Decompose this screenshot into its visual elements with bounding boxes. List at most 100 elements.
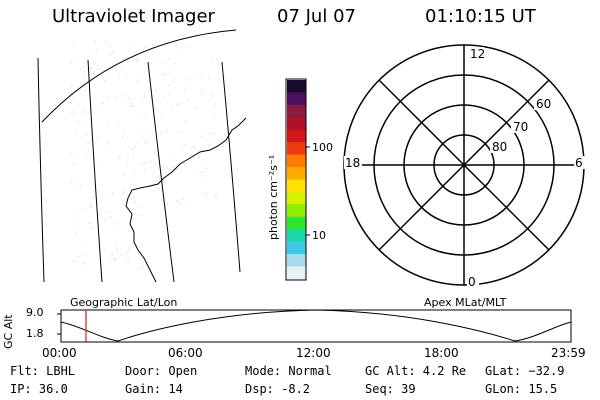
speckle-dot bbox=[150, 62, 152, 65]
speckle-dot bbox=[119, 65, 121, 68]
geo-meridian-line bbox=[147, 61, 175, 283]
speckle-dot bbox=[128, 97, 130, 99]
speckle-dot bbox=[198, 156, 201, 158]
speckle-dot bbox=[72, 45, 74, 47]
speckle-dot bbox=[84, 88, 87, 91]
speckle-dot bbox=[153, 170, 156, 172]
geo-meridian-line bbox=[221, 61, 241, 273]
gc-alt-readout: GC Alt: 4.2 Re bbox=[365, 364, 467, 378]
speckle-dot bbox=[152, 43, 154, 46]
speckle-dot bbox=[153, 190, 155, 192]
speckle-dot bbox=[72, 111, 75, 113]
speckle-dot bbox=[109, 45, 112, 48]
speckle-dot bbox=[110, 216, 113, 218]
speckle-dot bbox=[111, 50, 114, 53]
speckle-dot bbox=[178, 102, 181, 105]
speckle-dot bbox=[168, 84, 170, 87]
speckle-dot bbox=[128, 47, 131, 49]
speckle-dot bbox=[129, 231, 131, 233]
speckle-dot bbox=[183, 143, 185, 146]
speckle-dot bbox=[140, 267, 142, 270]
speckle-dot bbox=[166, 167, 168, 170]
orbit-x-tick-label: 23:59 bbox=[551, 346, 586, 360]
speckle-dot bbox=[91, 196, 94, 199]
speckle-dot bbox=[118, 76, 120, 79]
speckle-dot bbox=[70, 86, 72, 89]
speckle-dot bbox=[80, 136, 82, 138]
speckle-dot bbox=[143, 92, 146, 95]
speckle-dot bbox=[184, 88, 186, 90]
speckle-dot bbox=[73, 163, 75, 166]
speckle-dot bbox=[107, 95, 110, 98]
filter-readout: Flt: LBHL bbox=[10, 364, 76, 378]
speckle-dot bbox=[103, 219, 106, 221]
speckle-dot bbox=[144, 162, 147, 165]
speckle-dot bbox=[136, 59, 138, 62]
speckle-dot bbox=[92, 78, 94, 81]
speckle-dot bbox=[85, 134, 87, 137]
speckle-dot bbox=[80, 82, 82, 85]
speckle-dot bbox=[178, 202, 181, 204]
speckle-dot bbox=[114, 221, 116, 224]
speckle-dot bbox=[116, 95, 118, 98]
speckle-dot bbox=[90, 206, 92, 209]
colorbar-band bbox=[287, 117, 306, 131]
geo-latitude-line bbox=[41, 29, 237, 123]
speckle-dot bbox=[169, 153, 171, 155]
speckle-dot bbox=[213, 132, 215, 135]
colorbar-band bbox=[287, 104, 306, 118]
speckle-dot bbox=[192, 145, 195, 148]
speckle-dot bbox=[118, 53, 121, 55]
speckle-dot bbox=[121, 93, 124, 95]
speckle-dot bbox=[111, 254, 113, 256]
speckle-dot bbox=[105, 40, 108, 43]
speckle-dot bbox=[132, 170, 135, 172]
speckle-dot bbox=[100, 161, 102, 163]
speckle-dot bbox=[111, 192, 114, 195]
speckle-dot bbox=[97, 213, 100, 216]
speckle-dot bbox=[84, 70, 86, 73]
speckle-dot bbox=[144, 95, 146, 97]
speckle-dot bbox=[70, 112, 72, 115]
speckle-dot bbox=[145, 142, 147, 144]
speckle-dot bbox=[113, 258, 116, 261]
speckle-dot bbox=[132, 154, 134, 157]
speckle-dot bbox=[175, 168, 178, 171]
speckle-dot bbox=[127, 60, 129, 63]
speckle-dot bbox=[121, 135, 124, 138]
speckle-dot bbox=[90, 227, 92, 230]
speckle-dot bbox=[155, 89, 157, 92]
speckle-dot bbox=[93, 72, 95, 74]
speckle-dot bbox=[168, 57, 171, 60]
speckle-dot bbox=[84, 113, 86, 115]
speckle-dot bbox=[141, 135, 144, 137]
speckle-dot bbox=[173, 80, 175, 83]
speckle-dot bbox=[200, 175, 203, 177]
speckle-dot bbox=[79, 210, 81, 213]
colorbar-band bbox=[287, 179, 306, 193]
mlt-label-0: 0 bbox=[468, 275, 476, 289]
colorbar-band bbox=[287, 254, 306, 268]
speckle-dot bbox=[76, 221, 79, 223]
speckle-dot bbox=[133, 183, 135, 185]
coastline bbox=[125, 117, 247, 283]
speckle-dot bbox=[114, 258, 117, 260]
speckle-dot bbox=[126, 74, 129, 76]
orbit-altitude-curve bbox=[60, 309, 572, 342]
speckle-dot bbox=[79, 185, 81, 187]
speckle-dot bbox=[163, 97, 165, 99]
speckle-dot bbox=[200, 92, 202, 95]
speckle-dot bbox=[199, 171, 201, 173]
speckle-dot bbox=[73, 260, 75, 263]
speckle-dot bbox=[84, 208, 86, 211]
speckle-dot bbox=[184, 120, 187, 123]
speckle-dot bbox=[128, 230, 131, 232]
speckle-dot bbox=[162, 72, 165, 75]
speckle-dot bbox=[118, 122, 121, 124]
speckle-dot bbox=[134, 201, 136, 203]
gain-readout: Gain: 14 bbox=[125, 382, 183, 396]
speckle-dot bbox=[123, 132, 126, 135]
speckle-dot bbox=[164, 61, 167, 63]
speckle-dot bbox=[77, 120, 80, 123]
speckle-dot bbox=[100, 207, 102, 210]
